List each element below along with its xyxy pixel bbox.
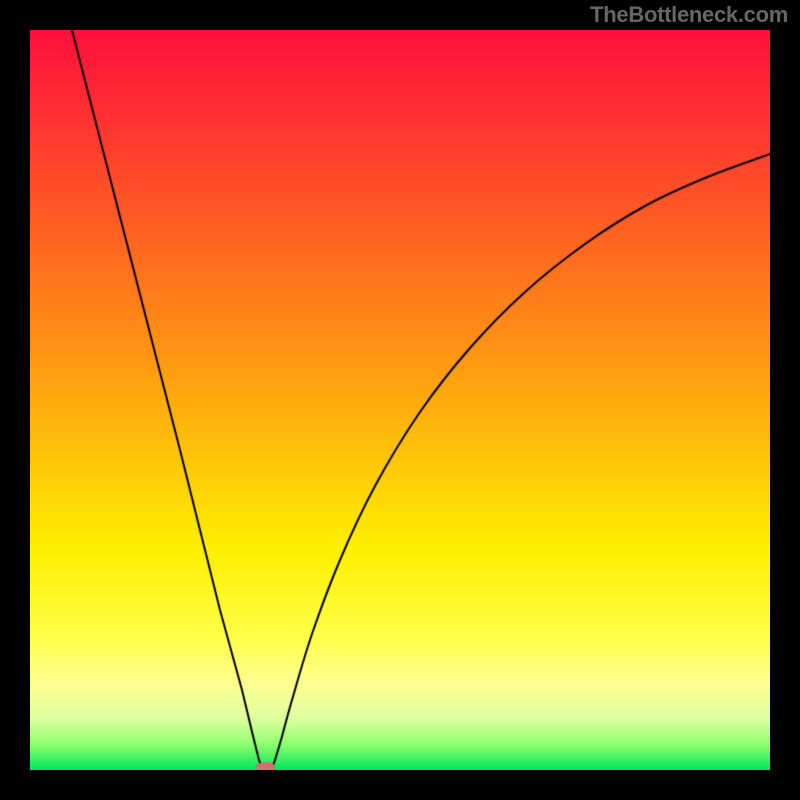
plot-area [30, 30, 770, 770]
bottleneck-curve [30, 30, 770, 770]
watermark-text: TheBottleneck.com [590, 2, 788, 28]
